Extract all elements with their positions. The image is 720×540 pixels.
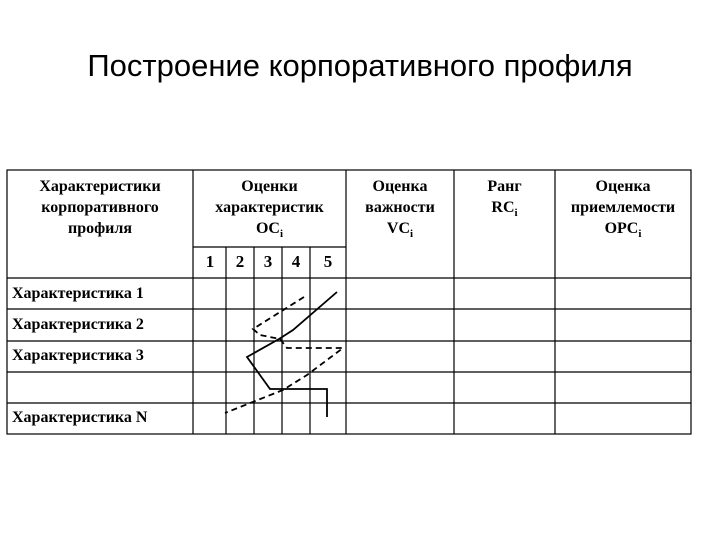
score-2: 2 xyxy=(235,252,245,271)
header-rank: Ранг RCi xyxy=(487,178,522,220)
profile-line-dashed xyxy=(224,296,346,414)
header-characteristics: Характеристики корпоративного профиля xyxy=(39,178,161,237)
score-1: 1 xyxy=(205,252,215,271)
score-3: 3 xyxy=(263,252,273,271)
header-importance: Оценка важности VCi xyxy=(365,178,435,241)
row-label: Характеристика N xyxy=(12,409,148,426)
score-4: 4 xyxy=(291,252,301,271)
row-label: Характеристика 1 xyxy=(12,285,144,302)
row-label: Характеристика 2 xyxy=(12,316,144,333)
row-label: Характеристика 3 xyxy=(12,347,144,364)
slide-title: Построение корпоративного профиля xyxy=(87,48,633,83)
profile-line-solid xyxy=(245,291,338,417)
header-acceptability: Оценка приемлемости OPCi xyxy=(570,178,676,241)
header-scores: Оценки характеристик OCi xyxy=(215,178,324,241)
score-5: 5 xyxy=(323,252,333,271)
